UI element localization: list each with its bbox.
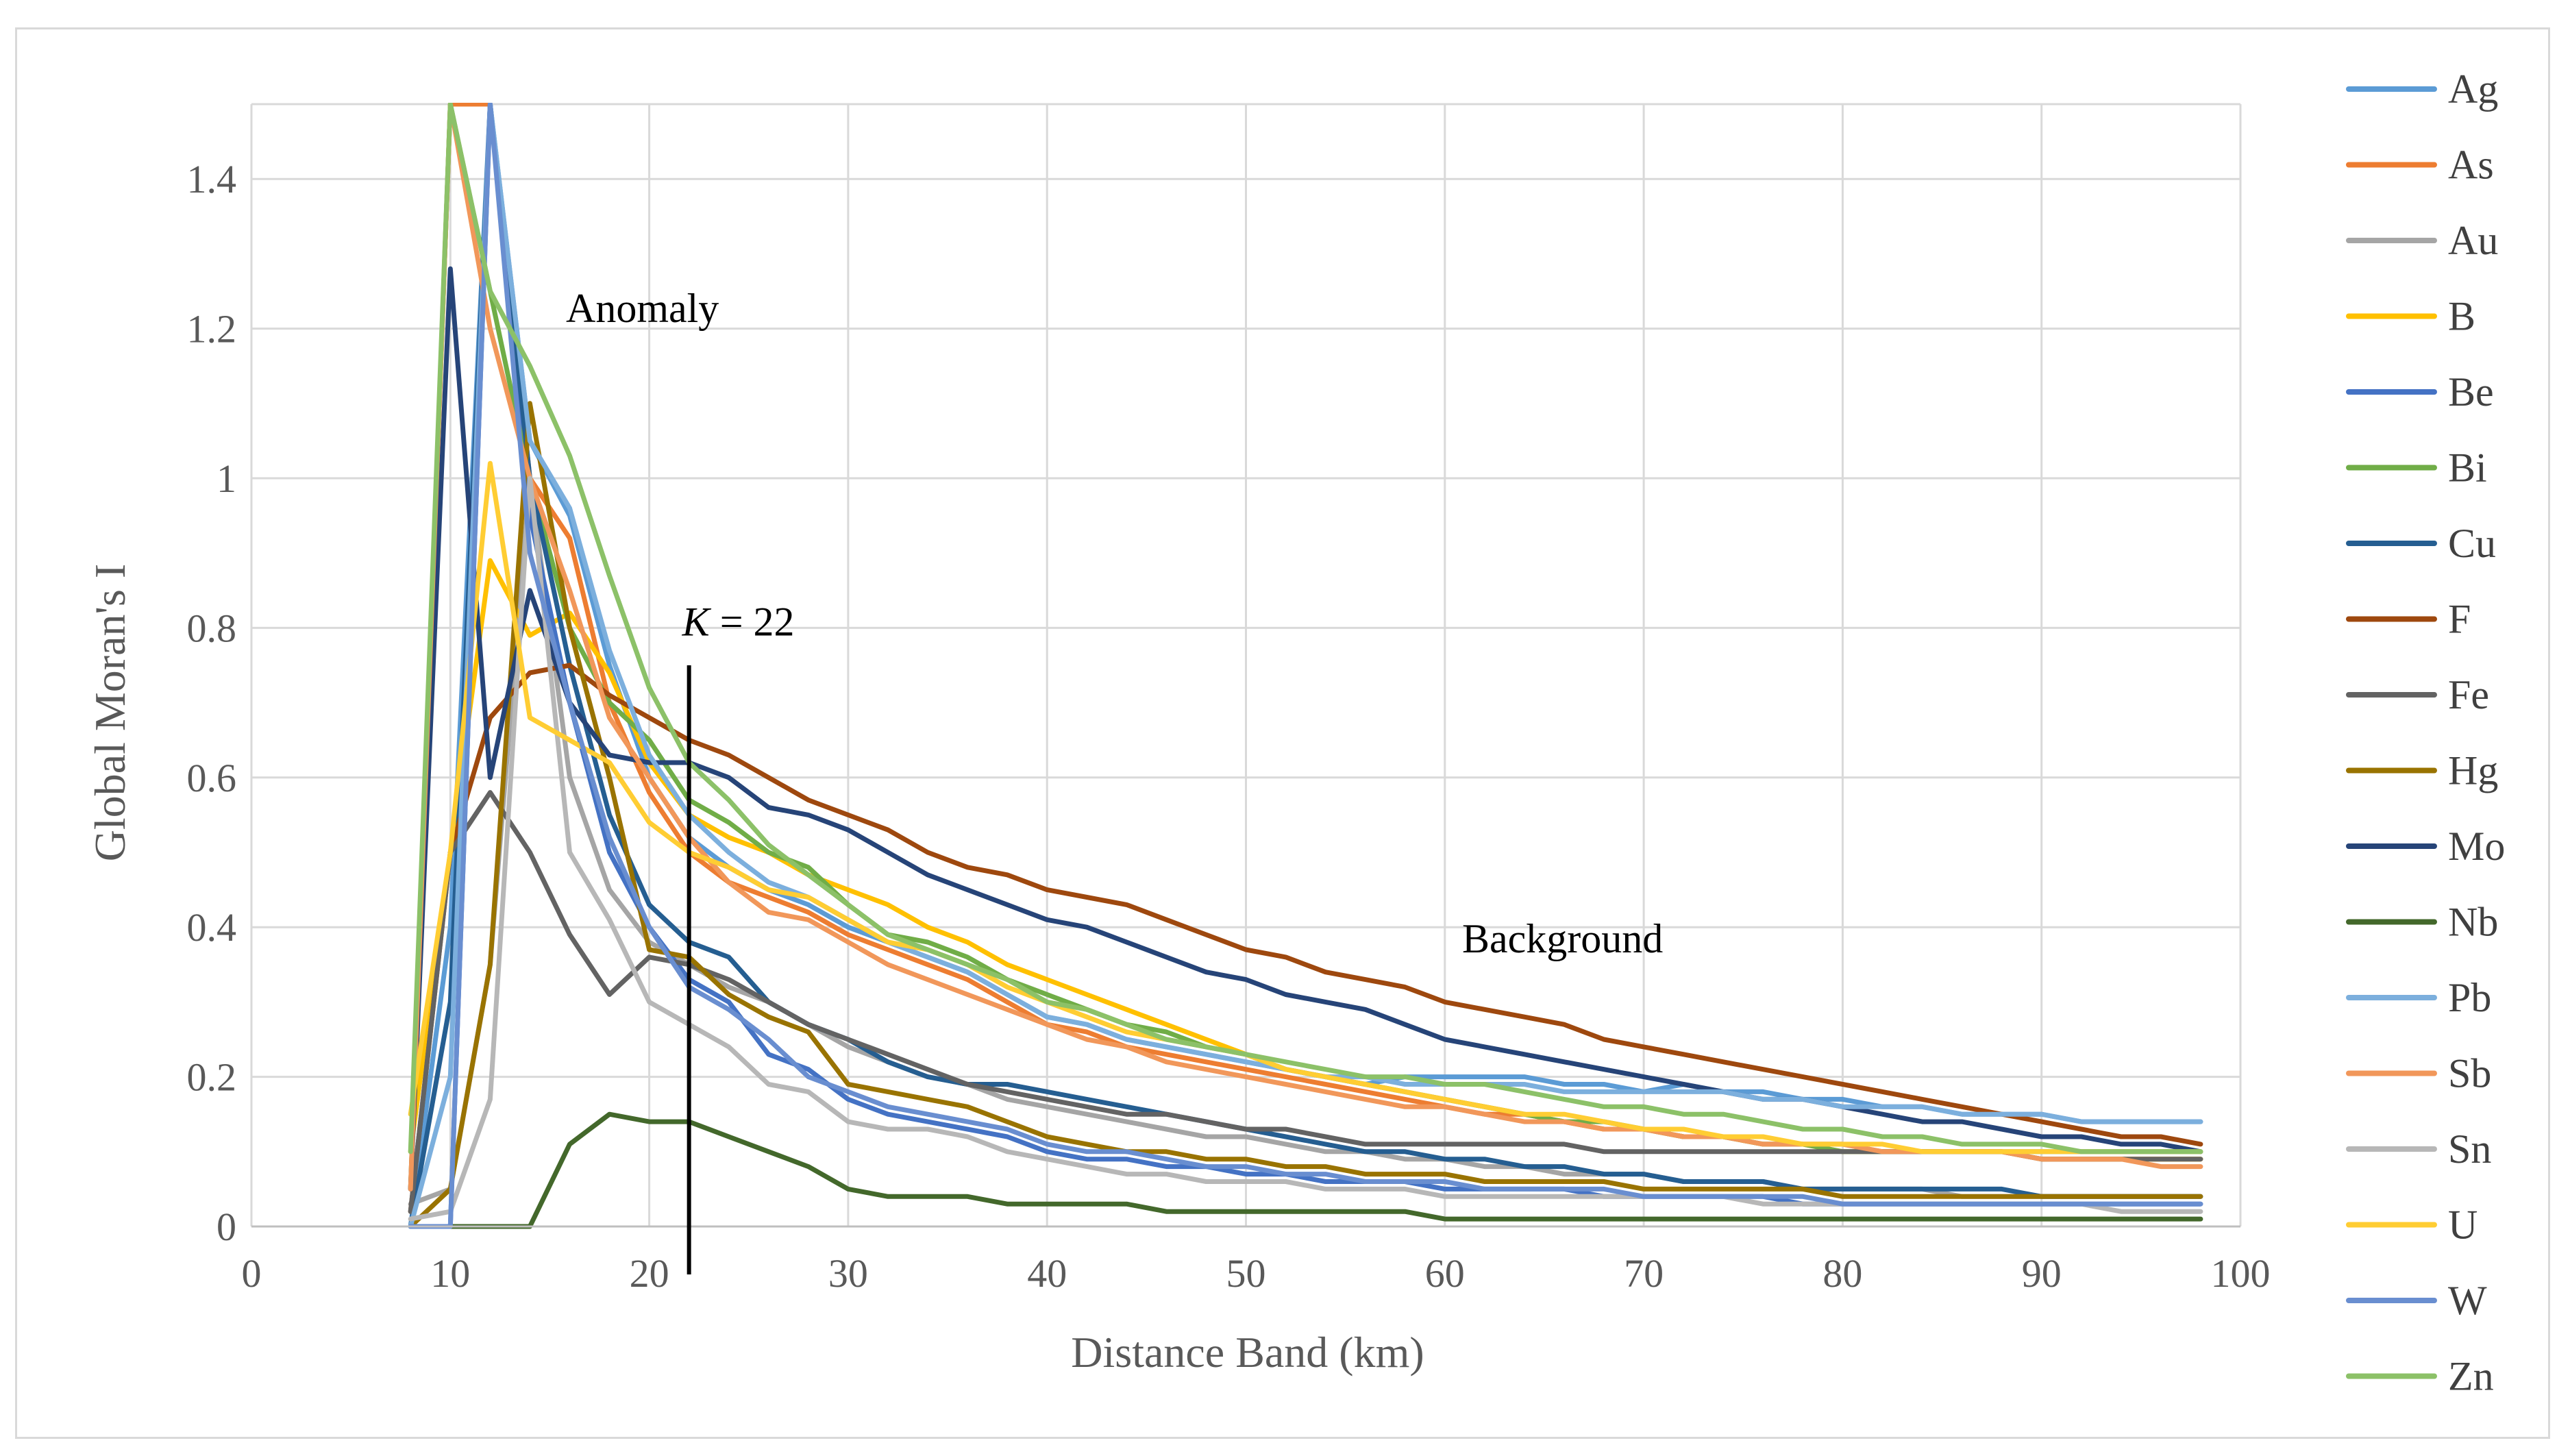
y-tick-label: 0.8	[187, 606, 237, 650]
x-tick-label: 0	[242, 1251, 262, 1296]
y-tick-label: 1.2	[187, 307, 237, 351]
series-line-ag	[408, 103, 2203, 1229]
anomaly-annotation: Anomaly	[566, 286, 719, 331]
x-tick-label: 60	[1425, 1251, 1465, 1296]
series-line-pb	[408, 103, 2203, 1229]
y-axis-title: Global Moran's I	[86, 564, 134, 862]
legend-label-u: U	[2448, 1202, 2478, 1248]
y-tick-label: 0.4	[187, 905, 237, 950]
series-line-sb	[408, 103, 2203, 1192]
legend-label-sn: Sn	[2448, 1126, 2491, 1172]
y-tick-label: 0.2	[187, 1055, 237, 1100]
series-line-b	[408, 558, 2203, 1162]
series-line-cu	[408, 103, 2203, 1229]
y-axis-ticks: 0 0.2 0.4 0.6 0.8 1 1.2 1.4	[187, 157, 237, 1249]
series-line-mo	[408, 266, 2203, 1192]
legend-label-be: Be	[2448, 369, 2494, 415]
x-tick-label: 50	[1226, 1251, 1266, 1296]
x-tick-label: 10	[430, 1251, 470, 1296]
x-axis-ticks: 0 10 20 30 40 50 60 70 80 90 100	[242, 1251, 2271, 1296]
series-line-u	[408, 460, 2203, 1155]
series-line-w	[408, 103, 2203, 1229]
y-tick-label: 0	[217, 1205, 236, 1249]
legend-label-as: As	[2448, 143, 2494, 188]
x-tick-label: 20	[630, 1251, 669, 1296]
series-line-bi	[408, 103, 2203, 1192]
legend-label-ag: Ag	[2448, 66, 2498, 112]
k-value: = 22	[710, 599, 795, 644]
legend-label-sb: Sb	[2448, 1051, 2491, 1096]
series-line-hg	[408, 401, 2203, 1229]
y-tick-label: 1	[217, 456, 236, 501]
legend-label-pb: Pb	[2448, 975, 2491, 1020]
x-tick-label: 90	[2022, 1251, 2062, 1296]
x-tick-label: 80	[1823, 1251, 1862, 1296]
legend-label-b: B	[2448, 294, 2475, 339]
legend-label-w: W	[2448, 1278, 2487, 1323]
legend: Ag As Au B Be Bi Cu F Fe Hg Mo Nb Pb Sb Sn UW Zn	[2346, 66, 2505, 1399]
x-axis-title: Distance Band (km)	[1071, 1328, 1424, 1377]
legend-label-fe: Fe	[2448, 672, 2489, 717]
series-line-zn	[408, 103, 2203, 1155]
k-italic: K	[682, 599, 712, 644]
y-tick-label: 0.6	[187, 756, 237, 800]
x-tick-label: 30	[828, 1251, 868, 1296]
legend-label-bi: Bi	[2448, 445, 2487, 491]
legend-label-mo: Mo	[2448, 824, 2505, 869]
legend-label-f: F	[2448, 597, 2471, 642]
legend-label-cu: Cu	[2448, 521, 2496, 566]
y-tick-label: 1.4	[187, 157, 237, 201]
legend-label-zn: Zn	[2448, 1354, 2494, 1399]
series-line-be	[408, 103, 2203, 1229]
chart-frame	[15, 27, 2550, 1439]
legend-label-nb: Nb	[2448, 900, 2498, 945]
background-annotation: Background	[1462, 916, 1663, 961]
x-tick-label: 70	[1624, 1251, 1664, 1296]
x-tick-label: 100	[2211, 1251, 2271, 1296]
series-lines	[408, 103, 2203, 1229]
series-line-f	[408, 663, 2203, 1214]
series-line-as	[408, 103, 2203, 1192]
legend-label-au: Au	[2448, 218, 2498, 263]
series-line-nb	[408, 1111, 2203, 1229]
legend-label-hg: Hg	[2448, 748, 2498, 793]
k-marker-label: K = 22	[682, 599, 795, 644]
x-tick-label: 40	[1027, 1251, 1067, 1296]
